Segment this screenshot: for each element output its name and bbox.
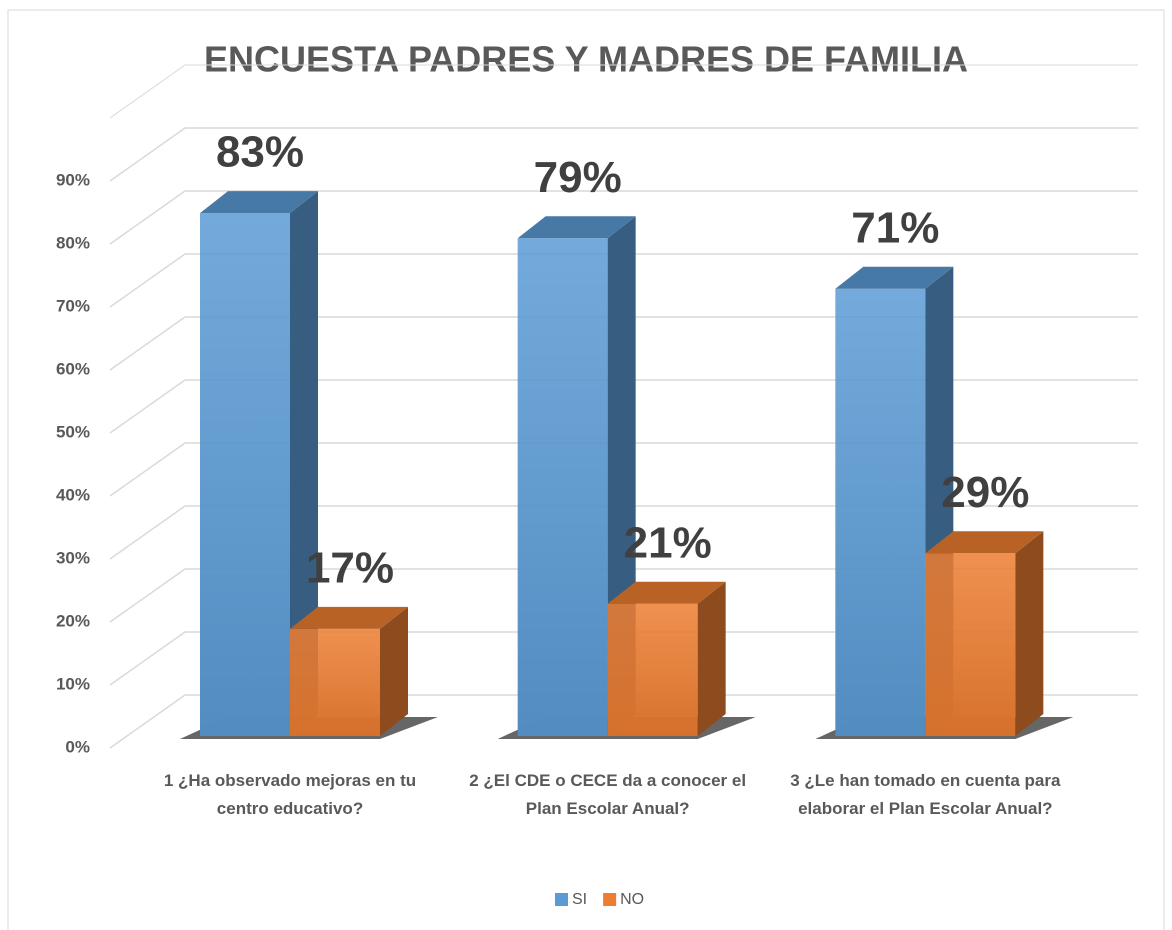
grid-line	[109, 505, 1138, 560]
bar-front	[290, 628, 380, 736]
bar-top	[607, 581, 726, 604]
data-label: 83%	[216, 128, 304, 177]
y-tick-label: 60%	[56, 359, 90, 378]
y-tick-label: 30%	[56, 548, 90, 567]
y-tick-label: 90%	[56, 170, 90, 189]
bar-top	[925, 531, 1044, 554]
bar-side	[1015, 531, 1044, 736]
y-tick-label: 80%	[56, 233, 90, 252]
data-label: 21%	[624, 518, 712, 567]
data-label: 79%	[534, 153, 622, 202]
grid-line	[109, 694, 1138, 749]
bar-side	[380, 606, 408, 736]
grid-line	[109, 190, 1138, 245]
legend-label: NO	[620, 891, 644, 908]
grid-line	[109, 253, 1138, 308]
bar-top	[200, 191, 318, 214]
y-tick-label: 70%	[56, 296, 90, 315]
grid-line	[109, 127, 1138, 182]
x-tick-label: 2 ¿El CDE o CECE da a conocer el Plan Es…	[469, 771, 747, 818]
bar-front	[835, 288, 926, 736]
grid-line	[109, 568, 1138, 623]
back-wall-edge	[109, 64, 1138, 119]
x-tick-label: 3 ¿Le han tomado en cuenta para elaborar…	[790, 771, 1061, 818]
y-tick-label: 20%	[56, 611, 90, 630]
data-label: 29%	[941, 468, 1029, 517]
bar-front	[925, 553, 1016, 736]
data-label: 17%	[306, 544, 394, 593]
y-tick-label: 10%	[56, 674, 90, 693]
y-tick-label: 0%	[65, 737, 90, 756]
grid-line	[109, 631, 1138, 686]
bar-front	[517, 238, 608, 737]
bar-top	[290, 606, 408, 629]
grid-line	[109, 316, 1138, 371]
chart-title: ENCUESTA PADRES Y MADRES DE FAMILIA	[204, 39, 968, 80]
grid-line	[109, 379, 1138, 434]
legend-label: SI	[572, 891, 587, 908]
x-tick-label: 1 ¿Ha observado mejoras en tu centro edu…	[163, 771, 417, 818]
legend-swatch	[603, 893, 617, 906]
bar-front	[200, 213, 290, 737]
bar-side	[290, 191, 318, 737]
grid-line	[109, 442, 1138, 497]
legend-swatch	[555, 893, 568, 906]
bar-side	[697, 581, 726, 736]
bar-front	[607, 603, 698, 736]
y-tick-label: 40%	[56, 485, 90, 504]
data-label: 71%	[851, 203, 939, 252]
y-tick-label: 50%	[56, 422, 90, 441]
bar-top	[517, 216, 636, 239]
bar-top	[835, 266, 954, 289]
